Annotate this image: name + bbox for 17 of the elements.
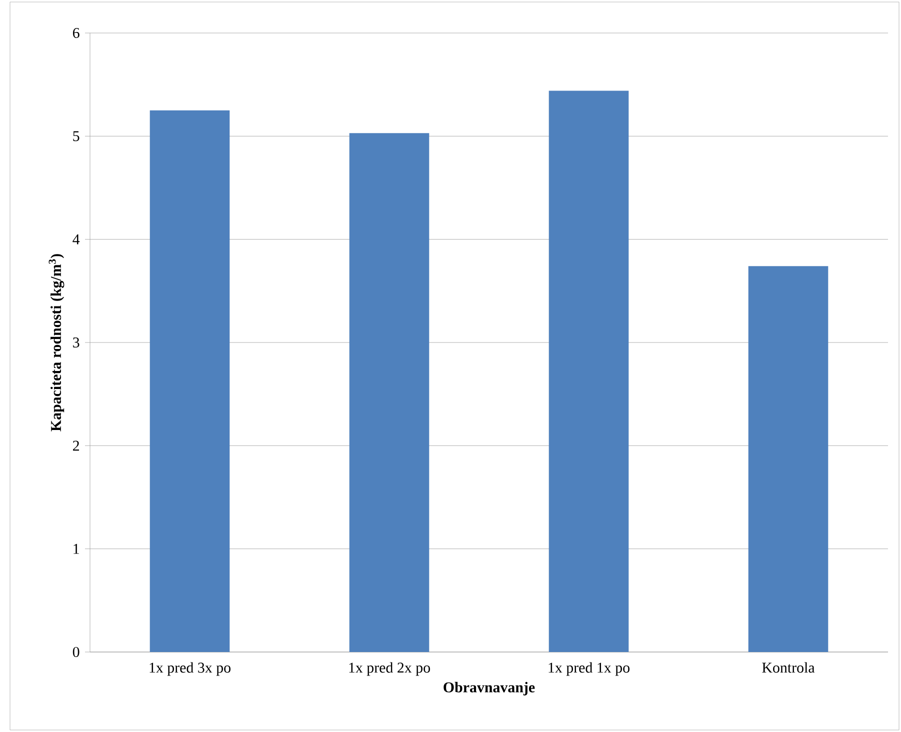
- bar: [548, 90, 629, 652]
- y-tick-label: 3: [73, 337, 80, 348]
- y-tick-label: 5: [73, 131, 80, 142]
- y-tick-label: 1: [74, 544, 79, 554]
- bar: [748, 266, 828, 652]
- x-tick-label: Kontrola: [762, 662, 815, 673]
- x-tick-label: 1x pred 3x po: [150, 662, 230, 676]
- x-axis-title: Obravnavanje: [444, 682, 535, 696]
- bar: [150, 110, 230, 652]
- y-tick-label: 0: [72, 646, 80, 658]
- x-tick-label: 1x pred 1x po: [548, 662, 630, 676]
- y-tick-label: 6: [72, 28, 80, 38]
- y-tick-label: 2: [73, 440, 79, 451]
- y-axis-title: Kapaciteta rodnosti (kg/m$^{3}$): [48, 254, 64, 432]
- bar: [349, 133, 430, 652]
- y-tick-label: 4: [72, 234, 80, 244]
- x-tick-label: 1x pred 2x po: [349, 662, 430, 676]
